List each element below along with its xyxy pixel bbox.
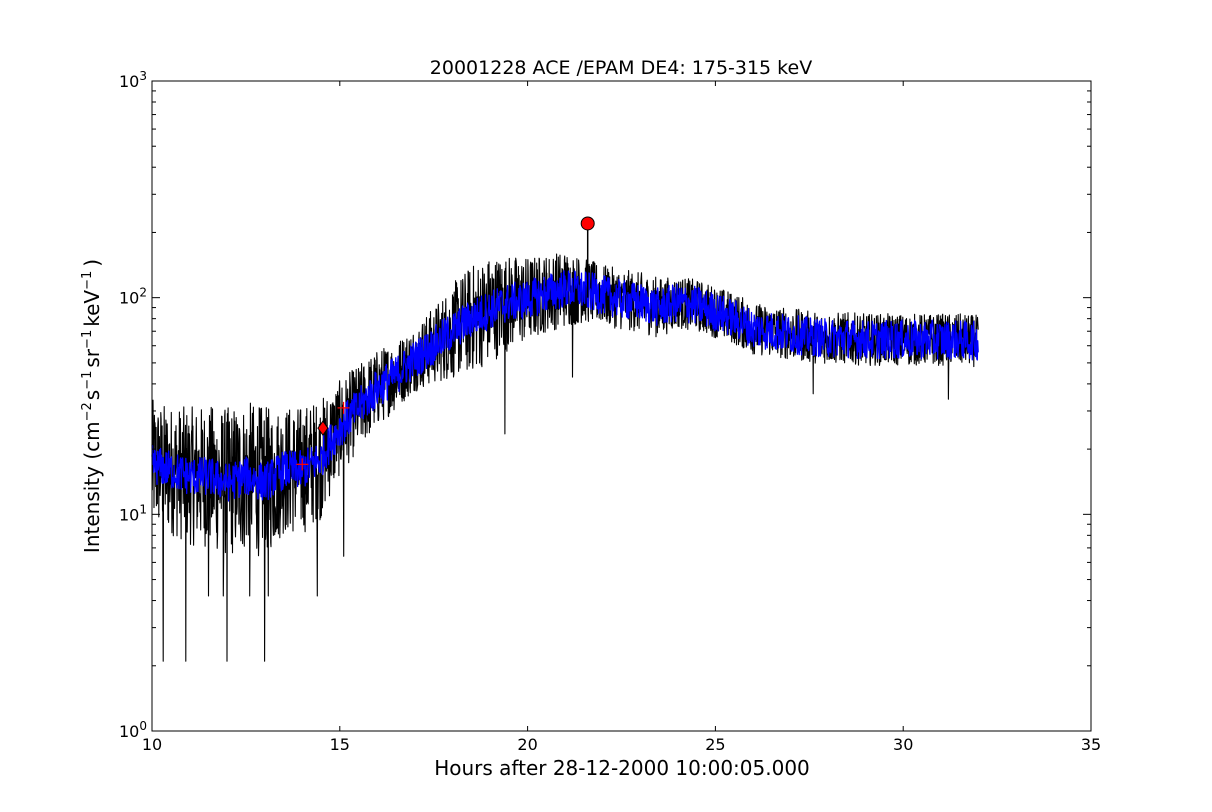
plus-marker — [337, 401, 350, 414]
y-tick-label: 103 — [119, 69, 147, 91]
x-tick-label: 10 — [142, 735, 162, 754]
y-axis-label-part: ) — [80, 259, 104, 267]
y-tick-label-exponent: 2 — [139, 286, 147, 300]
y-axis-label-exponent: −2 — [80, 402, 95, 421]
y-tick-label-exponent: 1 — [139, 502, 147, 516]
x-tick-labels: 10 15 20 25 30 35 — [142, 735, 1101, 754]
y-tick-label-base: 10 — [119, 505, 139, 524]
y-tick-label-base: 10 — [119, 72, 139, 91]
series-layer — [151, 253, 979, 662]
y-axis-label-exponent: −1 — [80, 271, 95, 290]
y-axis-label-exponent: −1 — [80, 371, 95, 390]
x-tick-label: 30 — [893, 735, 913, 754]
x-axis-label: Hours after 28-12-2000 10:00:05.000 — [434, 756, 810, 780]
y-tick-label-exponent: 0 — [139, 719, 147, 733]
y-tick-label-base: 10 — [119, 289, 139, 308]
plot-background — [152, 81, 1091, 731]
y-axis-label-part: Intensity (cm — [80, 421, 104, 553]
x-tick-label: 20 — [517, 735, 537, 754]
marker-layer — [296, 216, 595, 471]
y-tick-label: 102 — [119, 286, 147, 308]
plot-area — [151, 80, 1092, 732]
x-tick-label: 35 — [1081, 735, 1101, 754]
x-tick-label: 25 — [705, 735, 725, 754]
peak-marker — [580, 216, 595, 231]
y-axis-label-part: keV — [80, 290, 104, 327]
onset-marker — [317, 420, 329, 436]
y-axis-label-part: s — [80, 390, 104, 400]
x-tick-label: 15 — [330, 735, 350, 754]
y-axis-label: Intensity (cm−2s−1sr−1keV−1) — [80, 259, 104, 553]
y-tick-label-exponent: 3 — [139, 69, 147, 83]
y-tick-label-base: 10 — [119, 722, 139, 741]
plus-marker — [296, 458, 309, 471]
y-axis-label-part: sr — [80, 348, 104, 367]
y-axis-label-exponent: −1 — [80, 330, 95, 349]
series-line-smoothed — [151, 270, 979, 502]
tick-layer — [151, 80, 1092, 732]
y-tick-label: 101 — [119, 502, 147, 524]
chart-title: 20001228 ACE /EPAM DE4: 175-315 keV — [430, 57, 812, 79]
plot-frame — [151, 80, 1092, 732]
y-tick-label: 100 — [119, 719, 147, 741]
